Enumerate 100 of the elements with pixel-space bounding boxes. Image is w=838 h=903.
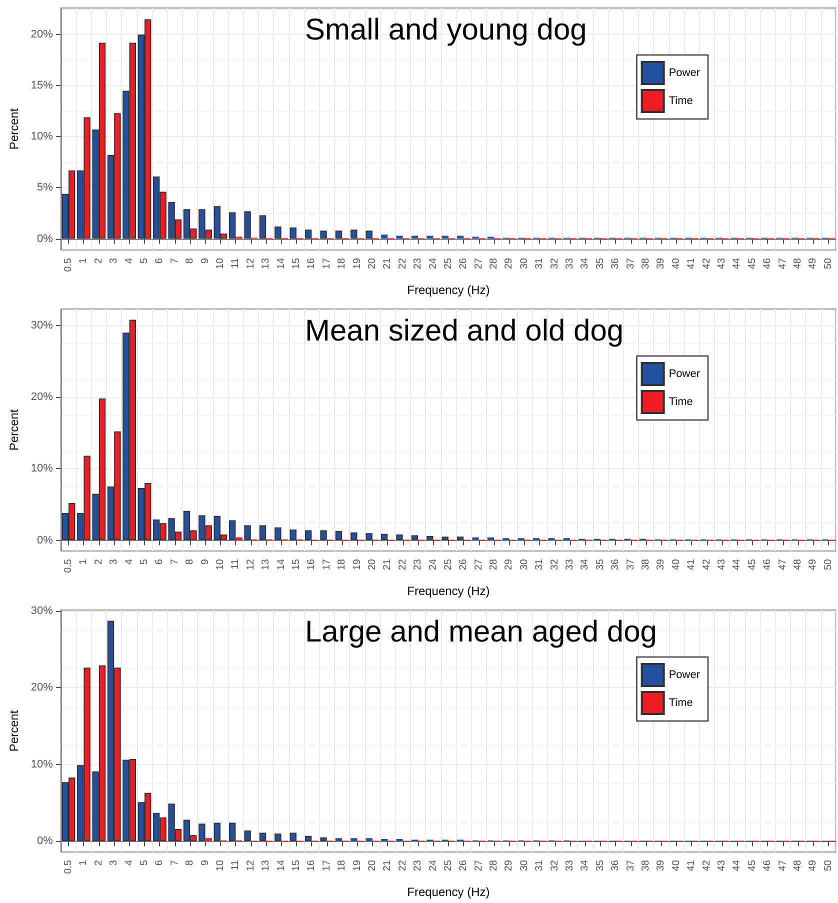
x-tick-label: 26 <box>458 860 470 872</box>
x-tick-label: 19 <box>352 860 363 872</box>
x-tick-label: 44 <box>732 860 743 872</box>
bar <box>259 832 266 842</box>
x-tick-label: 16 <box>306 558 318 570</box>
x-tick-label: 30 <box>518 258 530 270</box>
x-tick-label: 3 <box>108 258 120 264</box>
x-tick-label: 33 <box>564 860 576 872</box>
x-tick-label: 1 <box>78 860 90 866</box>
x-tick-label: 32 <box>549 558 560 570</box>
x-axis-title: Frequency (Hz) <box>407 283 490 297</box>
x-tick-label: 36 <box>610 558 622 570</box>
bar <box>229 520 236 540</box>
bar <box>442 236 448 239</box>
x-tick-label: 49 <box>808 860 819 872</box>
bar <box>244 525 251 540</box>
x-tick-label: 47 <box>777 860 788 872</box>
x-tick-label: 44 <box>732 558 743 570</box>
bar <box>380 534 388 540</box>
x-tick-label: 47 <box>777 558 788 570</box>
bar <box>380 234 388 239</box>
legend-label: Time <box>668 95 693 107</box>
bar <box>320 530 327 540</box>
x-tick-label: 42 <box>701 860 712 872</box>
x-tick-label: 25 <box>442 258 454 270</box>
bar <box>214 822 220 842</box>
x-tick-label: 5 <box>139 258 150 264</box>
y-axis-title: Percent <box>7 108 21 150</box>
x-tick-label: 24 <box>428 860 439 872</box>
x-tick-label: 19 <box>352 558 363 570</box>
y-tick-label: 10% <box>30 130 54 143</box>
x-tick-label: 38 <box>640 258 652 270</box>
x-tick-label: 3 <box>108 558 120 565</box>
y-axis-title: Percent <box>7 710 21 752</box>
legend-label: Power <box>668 368 700 380</box>
x-tick-label: 36 <box>610 258 622 270</box>
x-tick-label: 42 <box>701 558 712 570</box>
x-tick-label: 4 <box>124 860 135 866</box>
y-tick-label: 15% <box>30 80 54 92</box>
x-tick-label: 12 <box>245 860 256 872</box>
chart-title: Mean sized and old dog <box>305 314 624 348</box>
x-tick-label: 48 <box>792 258 804 270</box>
x-tick-label: 35 <box>594 258 606 270</box>
bar <box>366 533 372 540</box>
x-tick-label: 38 <box>640 558 652 570</box>
x-tick-label: 10 <box>214 558 226 570</box>
x-tick-label: 2 <box>93 258 104 264</box>
x-tick-label: 0.5 <box>63 258 74 272</box>
x-tick-label: 7 <box>169 258 180 264</box>
x-tick-label: 4 <box>124 258 135 264</box>
x-tick-label: 12 <box>245 258 256 270</box>
x-tick-label: 20 <box>366 558 378 570</box>
x-tick-label: 16 <box>306 860 318 872</box>
x-tick-label: 27 <box>473 860 484 872</box>
bar <box>320 837 327 842</box>
legend-label: Time <box>668 697 693 709</box>
x-tick-label: 42 <box>701 258 712 270</box>
bar <box>350 532 358 540</box>
bar <box>259 525 266 540</box>
x-tick-label: 21 <box>382 258 394 270</box>
x-tick-label: 26 <box>458 258 470 270</box>
x-tick-label: 2 <box>93 558 104 565</box>
x-tick-label: 8 <box>184 258 196 264</box>
x-tick-label: 29 <box>504 860 515 872</box>
legend-label: Power <box>668 67 700 79</box>
x-tick-label: 29 <box>504 558 515 570</box>
bar <box>396 236 403 239</box>
x-tick-label: 27 <box>473 258 484 270</box>
x-tick-label: 50 <box>822 860 834 872</box>
y-tick-label: 20% <box>30 391 54 404</box>
x-tick-label: 18 <box>336 860 348 872</box>
x-tick-label: 24 <box>428 558 439 570</box>
x-tick-label: 18 <box>336 258 348 270</box>
x-tick-label: 6 <box>154 860 166 866</box>
x-tick-label: 15 <box>290 558 302 570</box>
x-tick-label: 31 <box>534 258 546 270</box>
x-tick-label: 7 <box>169 860 180 866</box>
x-tick-label: 8 <box>184 860 196 866</box>
x-tick-label: 6 <box>154 258 166 264</box>
bar <box>426 536 434 540</box>
x-tick-label: 18 <box>336 558 348 570</box>
bar <box>304 230 312 239</box>
x-tick-label: 11 <box>230 258 242 268</box>
x-tick-label: 21 <box>382 558 394 570</box>
x-tick-label: 23 <box>412 258 424 270</box>
bar <box>350 230 358 239</box>
bar <box>244 211 251 239</box>
x-tick-label: 39 <box>656 860 667 872</box>
x-tick-label: 1 <box>78 558 90 565</box>
x-tick-label: 28 <box>488 258 500 270</box>
x-tick-label: 10 <box>214 860 226 872</box>
x-tick-label: 43 <box>716 860 728 872</box>
y-tick-label: 0% <box>37 232 54 245</box>
x-tick-label: 15 <box>290 258 302 270</box>
bar <box>274 527 282 540</box>
x-tick-label: 40 <box>670 860 682 872</box>
x-tick-label: 23 <box>412 860 424 872</box>
x-tick-label: 14 <box>276 860 287 872</box>
x-tick-label: 33 <box>564 558 576 570</box>
x-tick-label: 30 <box>518 558 530 570</box>
